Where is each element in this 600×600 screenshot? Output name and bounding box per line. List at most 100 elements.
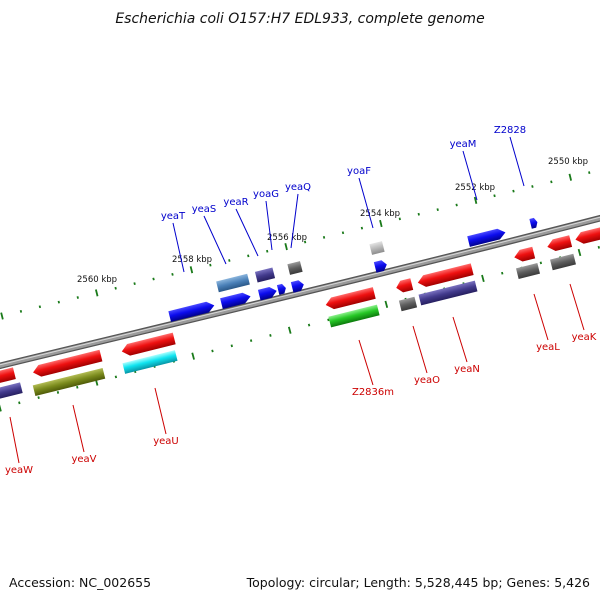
upper-tick bbox=[189, 266, 194, 274]
gene-arrow bbox=[0, 367, 16, 387]
lower-tick bbox=[76, 385, 79, 389]
lower-tick bbox=[269, 334, 272, 337]
upper-tick bbox=[171, 272, 174, 276]
upper-tick bbox=[341, 231, 345, 235]
upper-tick bbox=[38, 305, 42, 309]
gene-block bbox=[418, 280, 478, 306]
gene-label: Z2836m bbox=[352, 387, 394, 398]
callout-line bbox=[412, 325, 428, 374]
gene-block bbox=[287, 261, 303, 275]
lower-tick bbox=[249, 339, 253, 343]
upper-tick bbox=[303, 240, 307, 244]
gene-label: yeaK bbox=[572, 332, 597, 343]
gene-block bbox=[32, 367, 106, 397]
callout-line bbox=[154, 387, 167, 435]
gene-arrow bbox=[373, 260, 387, 273]
kbp-label: 2558 kbp bbox=[172, 255, 212, 265]
kbp-label: 2560 kbp bbox=[77, 275, 117, 285]
gene-callouts: yeaM Z2828 yoaF yeaQ yoaG yeaR yeaS yeaT yeaK yea… bbox=[5, 125, 597, 476]
gene-label: yeaW bbox=[5, 465, 33, 476]
callout-line bbox=[509, 136, 525, 187]
genome-backbone bbox=[0, 214, 600, 370]
upper-tick bbox=[152, 277, 155, 281]
lower-tick bbox=[287, 326, 292, 334]
callout-line bbox=[452, 316, 468, 363]
upper-tick bbox=[417, 212, 420, 216]
gene-label: yoaG bbox=[253, 189, 279, 200]
gene-label: yeaN bbox=[454, 364, 480, 375]
lower-tick bbox=[307, 323, 311, 327]
backbone-line bbox=[0, 216, 600, 368]
lower-tick bbox=[481, 274, 485, 283]
upper-tick bbox=[322, 235, 326, 239]
gene-arrow bbox=[417, 263, 474, 287]
callout-line bbox=[172, 222, 185, 273]
gene-arrow bbox=[547, 235, 573, 252]
gene-arrow bbox=[396, 278, 414, 293]
upper-tick bbox=[512, 189, 515, 193]
gene-block bbox=[0, 382, 23, 404]
upper-tick bbox=[568, 173, 573, 181]
callout-line bbox=[9, 416, 20, 464]
callout-line bbox=[533, 293, 549, 341]
lower-tick bbox=[501, 271, 504, 275]
gene-arrow bbox=[325, 287, 376, 310]
upper-tick bbox=[133, 282, 136, 286]
gene-label: yeaL bbox=[536, 342, 560, 353]
gene-arrow bbox=[467, 228, 506, 247]
callout-line bbox=[358, 177, 374, 229]
gene-arrow bbox=[529, 217, 538, 229]
map-title: Escherichia coli O157:H7 EDL933, complet… bbox=[115, 11, 484, 27]
upper-tick bbox=[473, 196, 478, 204]
upper-tick bbox=[266, 249, 269, 253]
upper-tick bbox=[436, 208, 439, 212]
lower-tick bbox=[577, 248, 582, 257]
gene-arrow bbox=[290, 280, 304, 293]
gene-label: yeaR bbox=[223, 197, 248, 208]
upper-tick bbox=[0, 312, 4, 320]
upper-tick bbox=[360, 226, 364, 230]
gene-block bbox=[515, 263, 541, 279]
gene-label: yeaM bbox=[450, 139, 477, 150]
callout-line bbox=[569, 283, 585, 331]
upper-tick bbox=[95, 289, 99, 297]
upper-tick bbox=[76, 296, 79, 299]
tick-marks bbox=[0, 171, 600, 412]
gene-arrow bbox=[168, 301, 215, 322]
upper-tick bbox=[493, 194, 496, 198]
gene-arrow bbox=[514, 246, 536, 262]
callout-line bbox=[265, 200, 273, 251]
gene-label: yeaQ bbox=[285, 182, 311, 193]
gene-label: yoaF bbox=[347, 166, 371, 177]
gene-arrow bbox=[121, 332, 176, 356]
gene-features bbox=[0, 217, 600, 404]
callout-line bbox=[72, 404, 85, 453]
kbp-label: 2552 kbp bbox=[455, 183, 495, 193]
lower-tick bbox=[114, 375, 118, 379]
lower-tick bbox=[384, 300, 389, 308]
callout-line bbox=[358, 339, 374, 386]
gene-block bbox=[216, 273, 250, 293]
gene-label: yeaO bbox=[414, 375, 440, 386]
callout-line bbox=[290, 193, 299, 249]
gene-arrow bbox=[257, 287, 277, 301]
upper-tick bbox=[531, 185, 534, 188]
upper-tick bbox=[398, 217, 401, 221]
upper-tick bbox=[228, 259, 231, 262]
upper-tick bbox=[379, 219, 383, 228]
lower-tick bbox=[539, 261, 543, 265]
gene-block bbox=[550, 253, 576, 271]
gene-block bbox=[254, 267, 276, 283]
gene-block bbox=[369, 241, 385, 255]
upper-tick bbox=[588, 171, 591, 175]
gene-label: yeaS bbox=[192, 204, 217, 215]
lower-tick bbox=[0, 404, 2, 412]
upper-tick bbox=[114, 286, 117, 290]
gene-arrow bbox=[575, 226, 600, 244]
upper-tick bbox=[209, 263, 212, 267]
lower-tick bbox=[327, 318, 330, 322]
gene-arrow bbox=[276, 283, 286, 295]
lower-tick bbox=[230, 344, 233, 348]
upper-tick bbox=[57, 300, 60, 304]
